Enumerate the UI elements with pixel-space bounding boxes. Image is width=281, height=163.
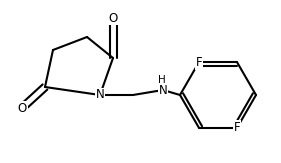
Text: N: N — [159, 83, 167, 96]
Text: O: O — [108, 12, 118, 24]
Text: H: H — [158, 75, 166, 85]
Text: O: O — [17, 102, 27, 114]
Text: F: F — [196, 56, 202, 69]
Text: F: F — [234, 121, 240, 134]
Text: N: N — [96, 89, 104, 102]
